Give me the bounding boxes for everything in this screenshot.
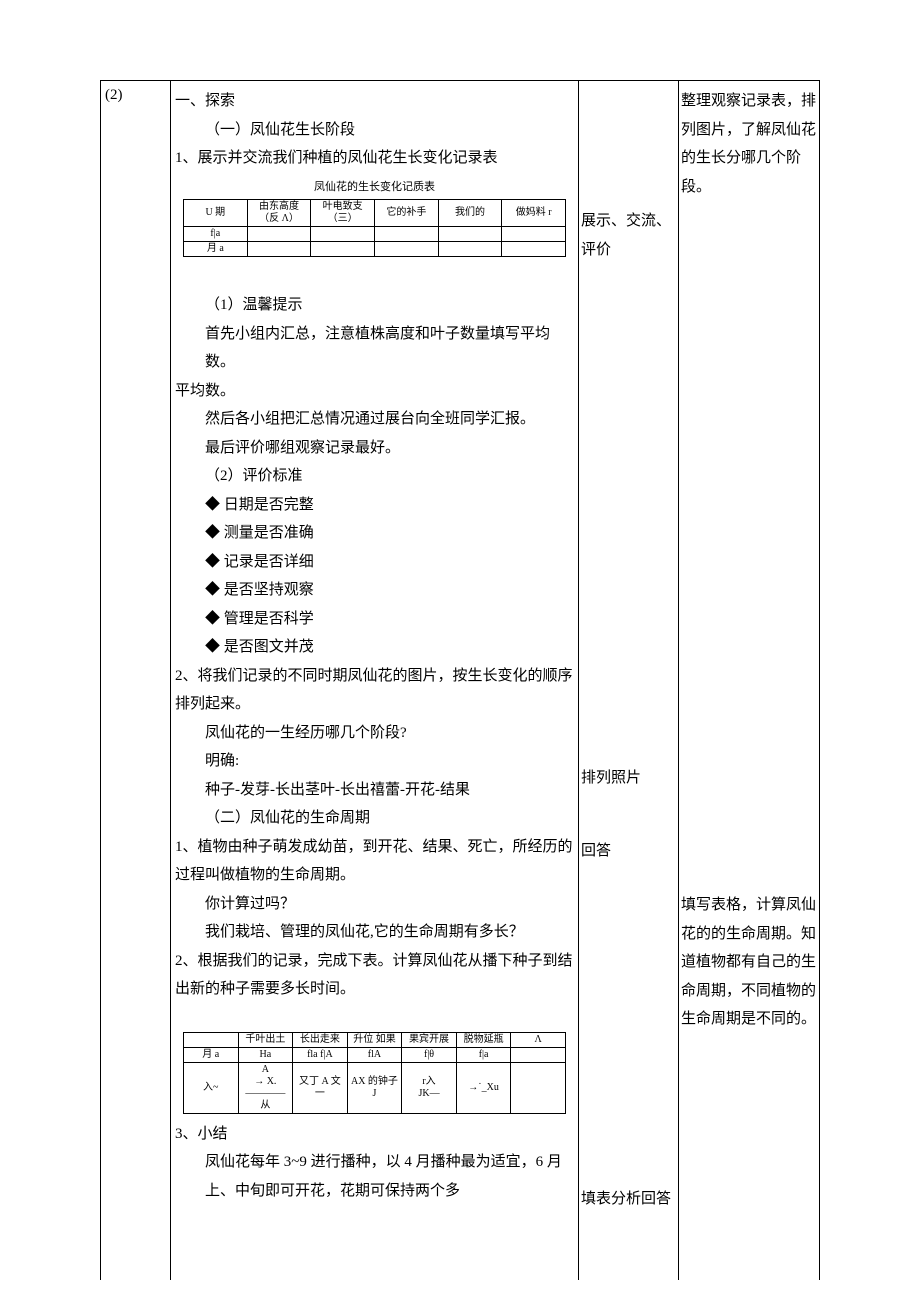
th: 我们的 <box>438 200 502 227</box>
td <box>311 227 375 242</box>
th <box>183 1032 238 1047</box>
td <box>438 227 502 242</box>
para-2: 2、将我们记录的不同时期凤仙花的图片，按生长变化的顺序排列起来。 <box>175 662 574 719</box>
section1-title: （一）凤仙花生长阶段 <box>175 116 574 145</box>
bullet: ◆ 日期是否完整 <box>175 491 574 520</box>
inner-table1-title: 凤仙花的生长变化记质表 <box>175 177 574 198</box>
td <box>247 227 311 242</box>
question: 凤仙花的一生经历哪几个阶段? <box>175 719 574 748</box>
td: Ha <box>238 1047 293 1062</box>
td: flA <box>347 1047 402 1062</box>
th: U 期 <box>183 200 247 227</box>
bullet: ◆ 是否图文并茂 <box>175 633 574 662</box>
col-design-intent: 整理观察记录表，排列图片，了解凤仙花的生长分哪几个阶段。 填写表格，计算凤仙花的… <box>679 81 819 1280</box>
td: fla f|A <box>293 1047 348 1062</box>
tip-title: （1）温馨提示 <box>175 291 574 320</box>
activity-label: 填表分析回答 <box>581 1185 676 1214</box>
question: 你计算过吗？ <box>175 890 574 919</box>
td: 入~ <box>183 1062 238 1113</box>
th: 叶电致支（三） <box>311 200 375 227</box>
heading-explore: 一、探索 <box>175 87 574 116</box>
td <box>375 227 439 242</box>
question: 我们栽培、管理的凤仙花,它的生命周期有多长？ <box>175 918 574 947</box>
col-student-activity: 展示、交流、评价 排列照片 回答 填表分析回答 <box>579 81 679 1280</box>
text: 首先小组内汇总，注意植株高度和叶子数量填写平均数。 <box>205 326 550 371</box>
bullet: ◆ 测量是否准确 <box>175 519 574 548</box>
col-step-number: (2) <box>101 81 171 1280</box>
td <box>311 242 375 257</box>
intent-text: 整理观察记录表，排列图片，了解凤仙花的生长分哪几个阶段。 <box>681 87 817 201</box>
td: 月 a <box>183 242 247 257</box>
activity-label: 排列照片 <box>581 764 676 793</box>
th: 长出走来 <box>293 1032 348 1047</box>
para-3: 1、植物由种子萌发成幼苗，到开花、结果、死亡，所经历的过程叫做植物的生命周期。 <box>175 833 574 890</box>
td: f|a <box>456 1047 511 1062</box>
para-5: 3、小结 <box>175 1120 574 1149</box>
th: 它的补手 <box>375 200 439 227</box>
question: 种子-发芽-长出茎叶-长出禧蕾-开花-结果 <box>175 776 574 805</box>
td <box>511 1047 566 1062</box>
th: 升位 如果 <box>347 1032 402 1047</box>
activity-label: 展示、交流、评价 <box>581 207 676 264</box>
step-index: (2) <box>105 87 166 104</box>
td: f|θ <box>402 1047 457 1062</box>
table-row: f|a <box>183 227 565 242</box>
th: 果宾开展 <box>402 1032 457 1047</box>
th: 脱物延瓶 <box>456 1032 511 1047</box>
td <box>511 1062 566 1113</box>
table-row: 月 a <box>183 242 565 257</box>
para-4: 2、根据我们的记录，完成下表。计算凤仙花从播下种子到结出新的种子需要多长时间。 <box>175 947 574 1004</box>
th: Λ <box>511 1032 566 1047</box>
para-6: 凤仙花每年 3~9 进行播种，以 4 月播种最为适宜，6 月上、中旬即可开花，花… <box>175 1148 574 1205</box>
intent-text: 填写表格，计算凤仙花的的生命周期。知道植物都有自己的生命周期，不同植物的生命周期… <box>681 891 817 1034</box>
table-row: U 期 由东高度（反 Λ） 叶电致支（三） 它的补手 我们的 做妈料 r <box>183 200 565 227</box>
life-cycle-table: 千叶出土 长出走来 升位 如果 果宾开展 脱物延瓶 Λ 月 a Ha fla f… <box>183 1032 566 1114</box>
lesson-plan-table: (2) 一、探索 （一）凤仙花生长阶段 1、展示并交流我们种植的凤仙花生长变化记… <box>100 80 820 1280</box>
td: →˙_Xu <box>456 1062 511 1113</box>
question: 明确: <box>175 747 574 776</box>
th: 千叶出土 <box>238 1032 293 1047</box>
td: 又丁 A 文一 <box>293 1062 348 1113</box>
table-row: 月 a Ha fla f|A flA f|θ f|a <box>183 1047 565 1062</box>
td <box>502 227 566 242</box>
td <box>375 242 439 257</box>
td <box>247 242 311 257</box>
th: 由东高度（反 Λ） <box>247 200 311 227</box>
activity-label: 回答 <box>581 837 676 866</box>
eval-title: （2）评价标准 <box>175 462 574 491</box>
table-row: 千叶出土 长出走来 升位 如果 果宾开展 脱物延瓶 Λ <box>183 1032 565 1047</box>
td: AX 的钟子 J <box>347 1062 402 1113</box>
th: 做妈料 r <box>502 200 566 227</box>
tip-line: 然后各小组把汇总情况通过展台向全班同学汇报。 <box>175 405 574 434</box>
growth-record-table: U 期 由东高度（反 Λ） 叶电致支（三） 它的补手 我们的 做妈料 r f|a… <box>183 199 566 257</box>
bullet: ◆ 记录是否详细 <box>175 548 574 577</box>
bullet: ◆ 管理是否科学 <box>175 605 574 634</box>
bullet: ◆ 是否坚持观察 <box>175 576 574 605</box>
td: 月 a <box>183 1047 238 1062</box>
para-1: 1、展示并交流我们种植的凤仙花生长变化记录表 <box>175 144 574 173</box>
td: f|a <box>183 227 247 242</box>
td: r入 JK― <box>402 1062 457 1113</box>
table-row: 入~ A → X. ――――从 又丁 A 文一 AX 的钟子 J r入 JK― … <box>183 1062 565 1113</box>
td: A → X. ――――从 <box>238 1062 293 1113</box>
tip-line: 首先小组内汇总，注意植株高度和叶子数量填写平均数。 <box>175 320 574 377</box>
col-teacher-activity: 一、探索 （一）凤仙花生长阶段 1、展示并交流我们种植的凤仙花生长变化记录表 凤… <box>171 81 579 1280</box>
td <box>438 242 502 257</box>
td <box>502 242 566 257</box>
section2-title: （二）凤仙花的生命周期 <box>175 804 574 833</box>
tip-line: 最后评价哪组观察记录最好。 <box>175 434 574 463</box>
